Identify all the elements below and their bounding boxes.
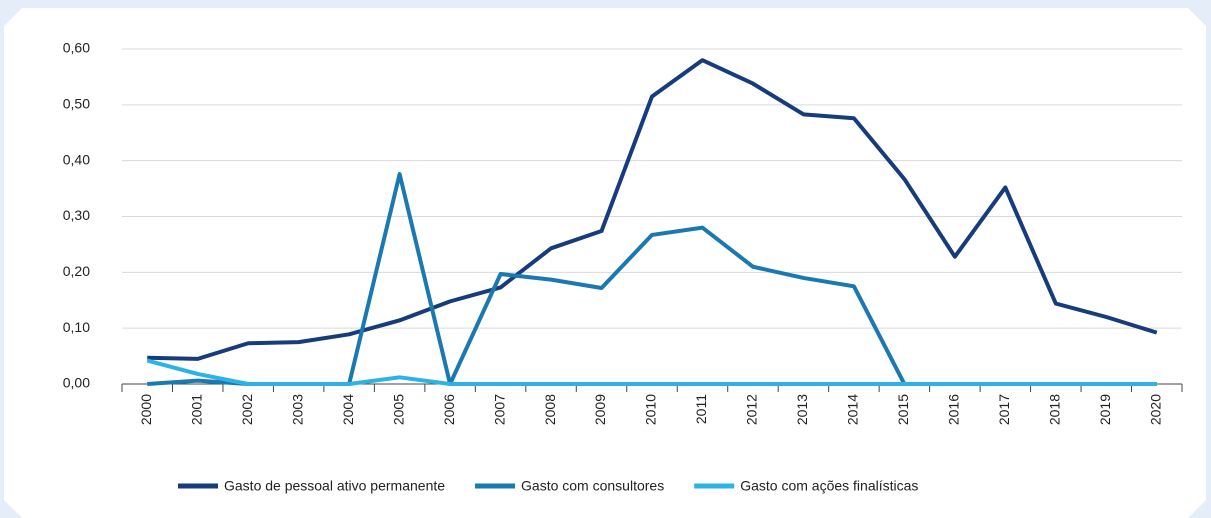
y-tick-label: 0,00 xyxy=(63,375,90,391)
x-tick-label: 2012 xyxy=(744,394,760,425)
legend-label: Gasto com ações finalísticas xyxy=(740,478,918,494)
y-tick-label: 0,30 xyxy=(63,207,90,223)
x-tick-label: 2011 xyxy=(693,394,709,424)
x-tick-label: 2000 xyxy=(138,394,154,425)
x-tick-label: 2005 xyxy=(390,394,406,425)
series-line xyxy=(147,58,1158,361)
panel xyxy=(4,8,1206,518)
x-tick-label: 2013 xyxy=(794,394,810,425)
x-tick-label: 2018 xyxy=(1047,394,1063,425)
legend-label: Gasto com consultores xyxy=(521,478,664,494)
x-tick-label: 2008 xyxy=(542,394,558,425)
x-tick-label: 2020 xyxy=(1147,394,1163,425)
x-tick-label: 2001 xyxy=(188,394,204,425)
series-line xyxy=(146,358,1157,386)
x-tick-label: 2006 xyxy=(441,394,457,425)
y-tick-label: 0,40 xyxy=(63,151,90,167)
x-tick-label: 2019 xyxy=(1097,394,1113,425)
y-tick-label: 0,60 xyxy=(63,40,90,56)
x-tick-label: 2002 xyxy=(239,394,255,425)
x-tick-label: 2003 xyxy=(289,394,305,425)
x-tick-label: 2010 xyxy=(643,394,659,425)
x-tick-label: 2004 xyxy=(340,394,356,425)
y-tick-label: 0,10 xyxy=(63,319,90,335)
legend-label: Gasto de pessoal ativo permanente xyxy=(224,478,445,494)
x-tick-label: 2007 xyxy=(491,394,507,425)
x-tick-label: 2009 xyxy=(592,394,608,425)
y-tick-label: 0,50 xyxy=(63,96,90,112)
x-tick-label: 2017 xyxy=(996,394,1012,425)
x-tick-label: 2015 xyxy=(895,394,911,425)
x-tick-label: 2014 xyxy=(845,394,861,425)
x-tick-label: 2016 xyxy=(946,394,962,425)
y-tick-label: 0,20 xyxy=(63,263,90,279)
